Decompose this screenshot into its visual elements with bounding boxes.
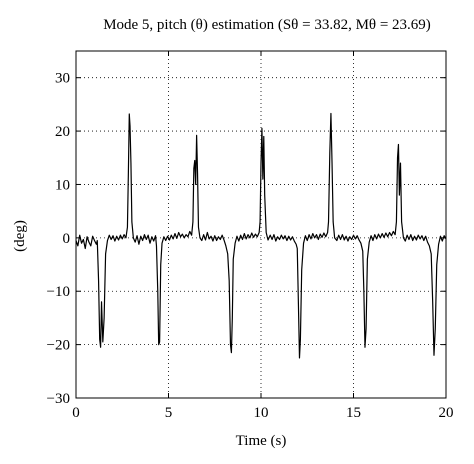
y-tick-label: −10 — [47, 284, 70, 300]
y-tick-label: 0 — [63, 231, 71, 247]
x-tick-label: 20 — [439, 405, 454, 421]
y-tick-label: −30 — [47, 391, 70, 407]
y-tick-label: 20 — [55, 124, 70, 140]
chart-title: Mode 5, pitch (θ) estimation (Sθ = 33.82… — [103, 17, 431, 33]
plot-frame — [75, 50, 447, 399]
x-tick-label: 15 — [346, 405, 361, 421]
x-tick-label: 0 — [72, 405, 80, 421]
y-tick-label: 10 — [55, 177, 70, 193]
x-axis-label: Time (s) — [236, 433, 287, 449]
y-axis-label: (deg) — [12, 220, 28, 252]
tick-labels: 0 5 10 15 20 −30 −20 −10 0 10 20 30 — [47, 71, 454, 421]
grid-lines — [76, 51, 446, 398]
series-line — [75, 112, 447, 359]
y-tick-label: −20 — [47, 338, 70, 354]
y-tick-label: 30 — [55, 71, 70, 87]
x-tick-label: 10 — [254, 405, 269, 421]
x-tick-label: 5 — [165, 405, 173, 421]
